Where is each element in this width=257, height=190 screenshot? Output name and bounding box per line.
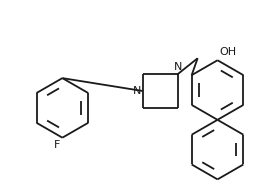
- Text: OH: OH: [219, 47, 237, 57]
- Text: F: F: [54, 140, 60, 150]
- Text: N: N: [133, 86, 141, 96]
- Text: N: N: [173, 62, 182, 72]
